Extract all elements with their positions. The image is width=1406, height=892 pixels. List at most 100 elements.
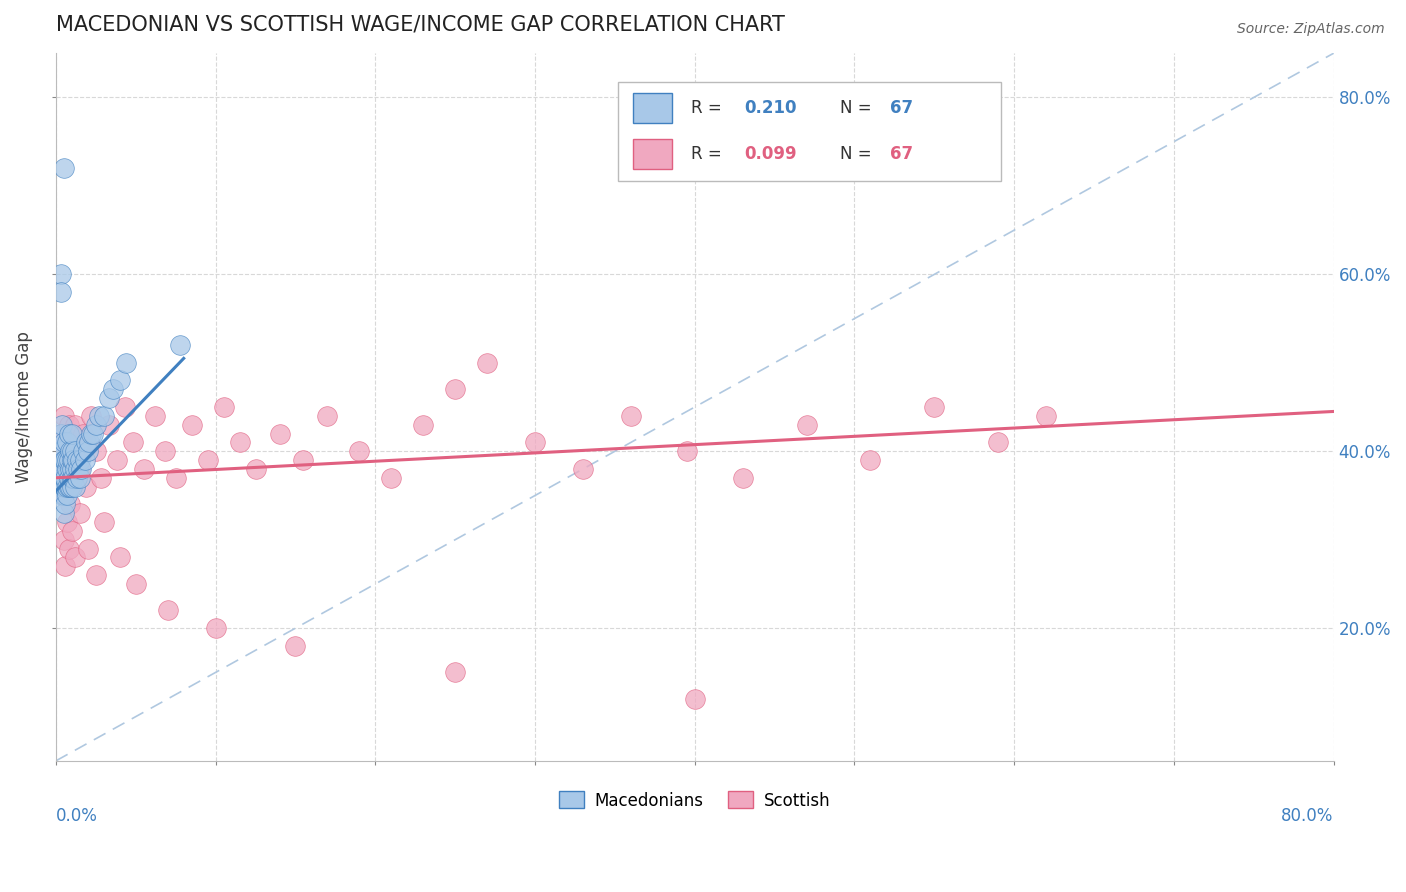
Point: [228, 435, 250, 450]
Point: [90, 471, 112, 485]
Point: [80, 426, 103, 441]
Point: [70, 462, 93, 476]
Point: [125, 577, 148, 591]
Legend: Macedonians, Scottish: Macedonians, Scottish: [553, 785, 837, 816]
Point: [51, 471, 73, 485]
Point: [60, 524, 83, 538]
Point: [58, 541, 80, 556]
Point: [55, 559, 77, 574]
Point: [60, 444, 83, 458]
Point: [56, 462, 79, 476]
Point: [51, 444, 73, 458]
Point: [73, 453, 96, 467]
Point: [62, 453, 84, 467]
Point: [52, 453, 75, 467]
Point: [108, 550, 131, 565]
Point: [56, 453, 79, 467]
Point: [52, 409, 75, 423]
Point: [76, 541, 98, 556]
Point: [55, 444, 77, 458]
Point: [63, 550, 86, 565]
Point: [349, 444, 371, 458]
Point: [269, 426, 291, 441]
Point: [59, 462, 82, 476]
Point: [60, 435, 83, 450]
Point: [731, 471, 754, 485]
Point: [76, 444, 98, 458]
Point: [380, 471, 402, 485]
Point: [49, 480, 72, 494]
Point: [59, 444, 82, 458]
Point: [924, 400, 946, 414]
Point: [56, 435, 79, 450]
Point: [55, 453, 77, 467]
Point: [63, 444, 86, 458]
Point: [52, 488, 75, 502]
Point: [620, 409, 643, 423]
Point: [49, 462, 72, 476]
Point: [103, 382, 125, 396]
Point: [87, 409, 110, 423]
Point: [165, 471, 187, 485]
Point: [49, 268, 72, 282]
Point: [683, 692, 706, 706]
Point: [60, 480, 83, 494]
Point: [59, 462, 82, 476]
Point: [197, 453, 219, 467]
Point: [52, 462, 75, 476]
Point: [84, 417, 107, 432]
Text: MACEDONIAN VS SCOTTISH WAGE/INCOME GAP CORRELATION CHART: MACEDONIAN VS SCOTTISH WAGE/INCOME GAP C…: [56, 15, 785, 35]
Point: [84, 444, 107, 458]
Point: [67, 462, 90, 476]
Point: [97, 417, 120, 432]
Point: [444, 665, 467, 680]
Point: [69, 471, 91, 485]
Point: [316, 409, 339, 423]
Point: [108, 374, 131, 388]
Point: [52, 435, 75, 450]
Point: [987, 435, 1010, 450]
Point: [51, 488, 73, 502]
Point: [69, 462, 91, 476]
Point: [180, 417, 202, 432]
Text: 80.0%: 80.0%: [1281, 807, 1334, 825]
Point: [58, 417, 80, 432]
Y-axis label: Wage/Income Gap: Wage/Income Gap: [15, 331, 32, 483]
Point: [97, 391, 120, 405]
Point: [59, 480, 82, 494]
Point: [156, 603, 179, 617]
Point: [58, 453, 80, 467]
Point: [121, 435, 143, 450]
Point: [60, 471, 83, 485]
Point: [60, 462, 83, 476]
Point: [55, 471, 77, 485]
Point: [132, 462, 155, 476]
Point: [675, 444, 697, 458]
Point: [115, 356, 138, 370]
Point: [56, 480, 79, 494]
Point: [859, 453, 882, 467]
Point: [59, 497, 82, 511]
Point: [48, 444, 70, 458]
Point: [62, 471, 84, 485]
Point: [75, 435, 97, 450]
Point: [153, 444, 176, 458]
Point: [58, 426, 80, 441]
Point: [572, 462, 595, 476]
Point: [93, 409, 115, 423]
Text: Source: ZipAtlas.com: Source: ZipAtlas.com: [1237, 22, 1385, 37]
Point: [1035, 409, 1057, 423]
Point: [51, 417, 73, 432]
Point: [292, 453, 315, 467]
Point: [114, 400, 136, 414]
Point: [212, 400, 235, 414]
Point: [143, 409, 166, 423]
Point: [524, 435, 547, 450]
Point: [49, 426, 72, 441]
Point: [60, 453, 83, 467]
Point: [52, 161, 75, 176]
Point: [79, 435, 101, 450]
Point: [52, 533, 75, 547]
Point: [55, 480, 77, 494]
Point: [72, 444, 94, 458]
